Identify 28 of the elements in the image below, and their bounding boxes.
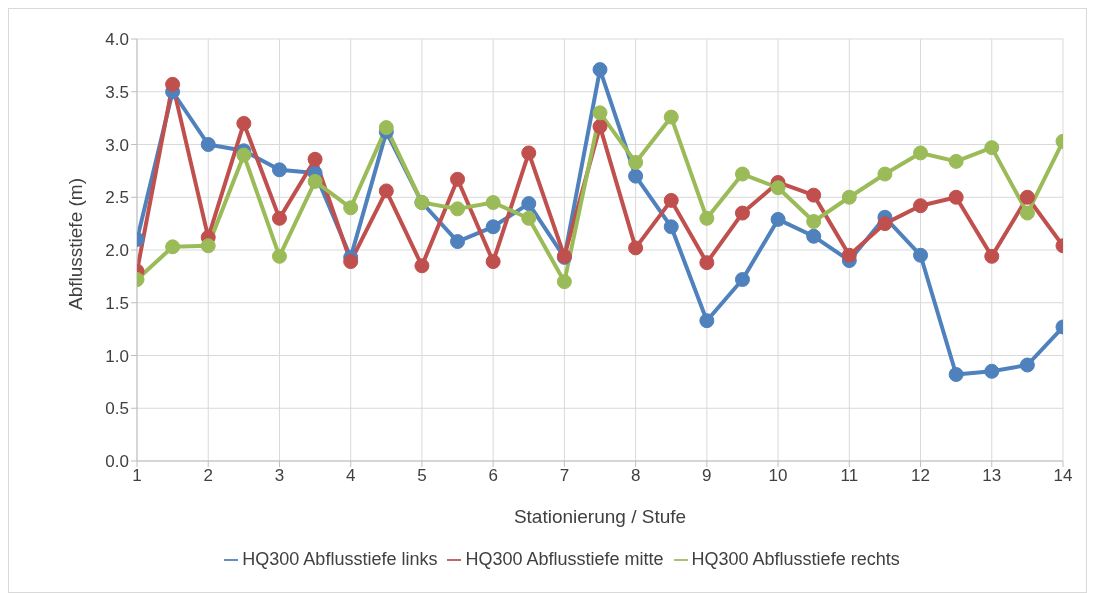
- x-tick-label: 3: [274, 466, 285, 486]
- y-tick-label: 1.5: [105, 293, 129, 313]
- x-tick-label: 11: [840, 466, 859, 486]
- y-tick-label: 3.0: [105, 135, 129, 155]
- y-tick-label: 0.0: [105, 452, 129, 472]
- y-tick-label: 3.5: [105, 82, 129, 102]
- y-tick-label: 2.5: [105, 188, 129, 208]
- x-tick-label: 8: [630, 466, 641, 486]
- legend-label: HQ300 Abflusstiefe links: [242, 549, 438, 569]
- x-tick-label: 9: [702, 466, 712, 486]
- y-tick-label: 2.0: [105, 241, 129, 261]
- x-tick-label: 7: [559, 466, 570, 486]
- legend-label: HQ300 Abflusstiefe rechts: [691, 549, 900, 569]
- y-axis-title: Abflusstiefe (m): [64, 178, 86, 310]
- x-tick-label: 4: [345, 466, 356, 486]
- y-tick-label: 0.5: [105, 399, 129, 419]
- y-tick-label: 1.0: [105, 346, 129, 366]
- legend-label: HQ300 Abflusstiefe mitte: [465, 549, 664, 569]
- x-tick-label: 6: [488, 466, 498, 486]
- y-tick-label: 4.0: [105, 30, 129, 50]
- x-tick-label: 2: [203, 466, 213, 486]
- x-tick-label: 5: [417, 466, 427, 486]
- x-tick-label: 1: [132, 466, 142, 486]
- x-tick-label: 13: [982, 466, 1002, 486]
- x-tick-label: 10: [768, 466, 788, 486]
- x-tick-label: 14: [1053, 466, 1073, 486]
- x-axis-title: Stationierung / Stufe: [513, 506, 687, 527]
- x-tick-label: 12: [911, 466, 930, 486]
